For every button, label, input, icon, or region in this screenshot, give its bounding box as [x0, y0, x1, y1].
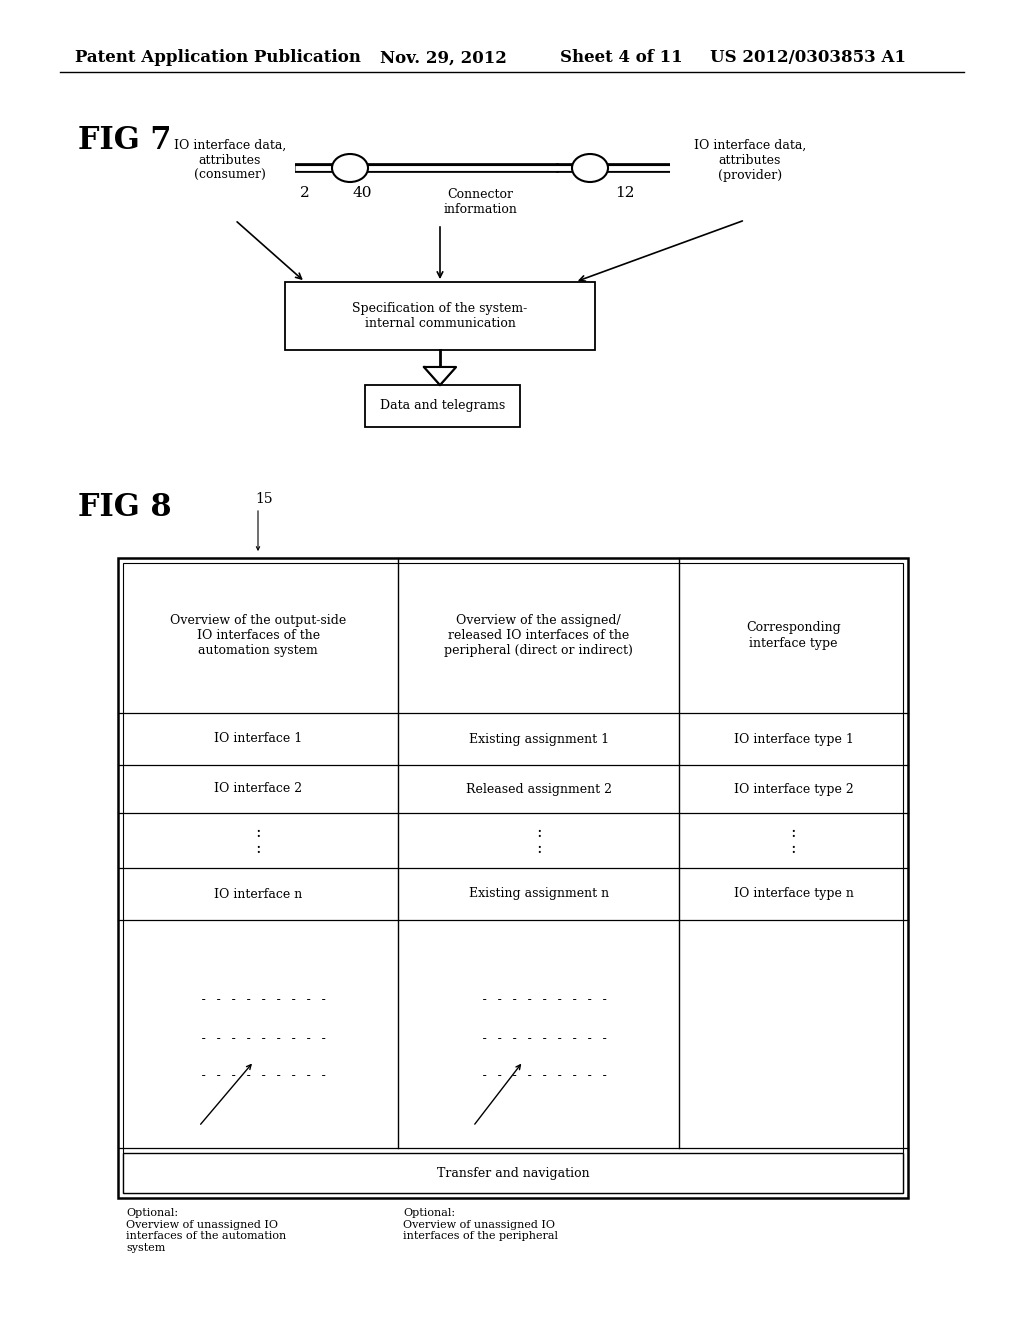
Text: 12: 12 — [615, 186, 635, 201]
Text: IO interface 2: IO interface 2 — [214, 783, 302, 796]
Text: IO interface type n: IO interface type n — [733, 887, 853, 900]
Text: - - - - - - - - -: - - - - - - - - - — [200, 993, 328, 1006]
Text: - - - - - - - - -: - - - - - - - - - — [480, 1032, 608, 1045]
Text: Optional:
Overview of unassigned IO
interfaces of the automation
system: Optional: Overview of unassigned IO inte… — [126, 1208, 287, 1253]
Bar — [285, 282, 595, 350]
Text: Data and telegrams: Data and telegrams — [380, 400, 505, 412]
Text: - - - - - - - - -: - - - - - - - - - — [480, 993, 608, 1006]
Text: IO interface data,
attributes
(provider): IO interface data, attributes (provider) — [694, 139, 806, 181]
Text: Sheet 4 of 11: Sheet 4 of 11 — [560, 49, 683, 66]
Text: Corresponding
interface type: Corresponding interface type — [746, 622, 841, 649]
Text: :
:: : : — [536, 824, 542, 857]
Text: Optional:
Overview of unassigned IO
interfaces of the peripheral: Optional: Overview of unassigned IO inte… — [403, 1208, 558, 1241]
Text: Connector
information: Connector information — [443, 187, 517, 216]
Text: Patent Application Publication: Patent Application Publication — [75, 49, 360, 66]
Text: 40: 40 — [352, 186, 372, 201]
Text: 15: 15 — [255, 492, 272, 506]
Text: Specification of the system-
internal communication: Specification of the system- internal co… — [352, 302, 527, 330]
Ellipse shape — [332, 154, 368, 182]
Text: - - - - - - - - -: - - - - - - - - - — [480, 1069, 608, 1081]
Text: Released assignment 2: Released assignment 2 — [466, 783, 611, 796]
Text: IO interface type 1: IO interface type 1 — [733, 733, 853, 746]
Text: IO interface data,
attributes
(consumer): IO interface data, attributes (consumer) — [174, 139, 286, 181]
Text: Overview of the output-side
IO interfaces of the
automation system: Overview of the output-side IO interface… — [170, 614, 346, 657]
Bar — [365, 385, 520, 426]
Text: :
:: : : — [791, 824, 797, 857]
Text: 2: 2 — [300, 186, 310, 201]
Text: FIG 7: FIG 7 — [78, 125, 171, 156]
Ellipse shape — [572, 154, 608, 182]
Bar — [118, 558, 908, 1199]
Text: Existing assignment 1: Existing assignment 1 — [469, 733, 608, 746]
Text: IO interface n: IO interface n — [214, 887, 302, 900]
Bar — [123, 1152, 903, 1193]
Text: IO interface 1: IO interface 1 — [214, 733, 302, 746]
Text: Transfer and navigation: Transfer and navigation — [436, 1167, 590, 1180]
Text: Overview of the assigned/
released IO interfaces of the
peripheral (direct or in: Overview of the assigned/ released IO in… — [444, 614, 633, 657]
Text: IO interface type 2: IO interface type 2 — [733, 783, 853, 796]
Text: US 2012/0303853 A1: US 2012/0303853 A1 — [710, 49, 906, 66]
Text: Existing assignment n: Existing assignment n — [469, 887, 608, 900]
Text: - - - - - - - - -: - - - - - - - - - — [200, 1069, 328, 1081]
Bar — [123, 564, 903, 1193]
Text: FIG 8: FIG 8 — [78, 492, 172, 523]
Polygon shape — [424, 367, 456, 385]
Text: - - - - - - - - -: - - - - - - - - - — [200, 1032, 328, 1045]
Text: :
:: : : — [255, 824, 261, 857]
Text: Nov. 29, 2012: Nov. 29, 2012 — [380, 49, 507, 66]
